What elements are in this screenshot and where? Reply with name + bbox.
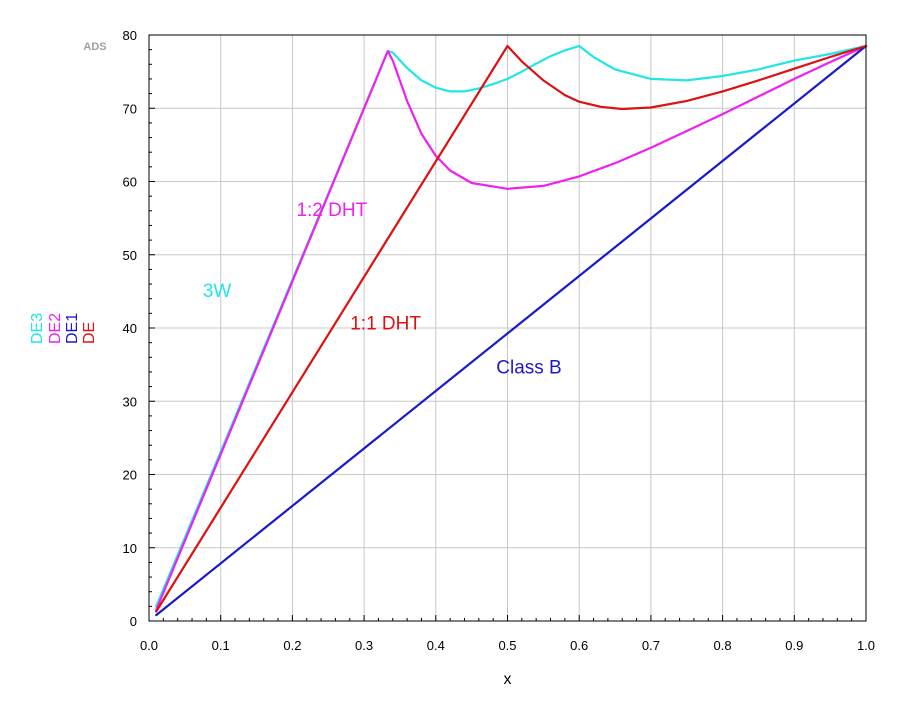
y-tick-label: 80 [123,28,137,43]
y-tick-label: 20 [123,468,137,483]
legend-entry-de1: DE1 [64,313,81,344]
y-tick-label: 0 [130,614,137,629]
x-axis-title: x [504,671,512,688]
y-tick-labels: 0 10 20 30 40 50 60 70 80 [123,28,137,629]
x-tick-label: 0.5 [498,638,516,653]
y-tick-label: 70 [123,101,137,116]
x-tick-label: 1.0 [857,638,875,653]
series-annotation: 1:1 DHT [350,313,421,334]
x-tick-label: 0.8 [714,638,732,653]
annotations: 3W 1:2 DHT 1:1 DHT Class B [203,200,562,378]
y-tick-label: 10 [123,541,137,556]
x-tick-label: 0.9 [785,638,803,653]
legend-entry-de3: DE3 [29,313,46,344]
y-tick-label: 50 [123,248,137,263]
series-line-de3 [155,44,868,608]
series-line-de1 [155,44,868,617]
x-tick-labels: 0.0 0.1 0.2 0.3 0.4 0.5 0.6 0.7 0.8 0.9 1.0 [140,638,875,653]
legend-entry-de: DE [81,322,98,344]
x-tick-label: 0.1 [212,638,230,653]
series-line-de2 [155,44,868,612]
grid [148,34,867,622]
x-tick-label: 0.6 [570,638,588,653]
series-annotation: 1:2 DHT [296,200,367,221]
series-line-de [155,44,868,613]
x-tick-label: 0.4 [427,638,445,653]
x-tick-label: 0.0 [140,638,158,653]
series-annotation: Class B [496,357,561,378]
y-axis-legend: DE3 DE2 DE1 DE [29,313,98,344]
plot-frame [148,34,867,622]
legend-entry-de2: DE2 [47,313,64,344]
y-tick-label: 60 [123,175,137,190]
x-tick-label: 0.7 [642,638,660,653]
y-tick-label: 40 [123,321,137,336]
series-layer [155,44,868,617]
y-tick-label: 30 [123,394,137,409]
x-tick-label: 0.2 [283,638,301,653]
ads-watermark: ADS [83,41,106,53]
x-tick-label: 0.3 [355,638,373,653]
series-annotation: 3W [203,281,232,302]
